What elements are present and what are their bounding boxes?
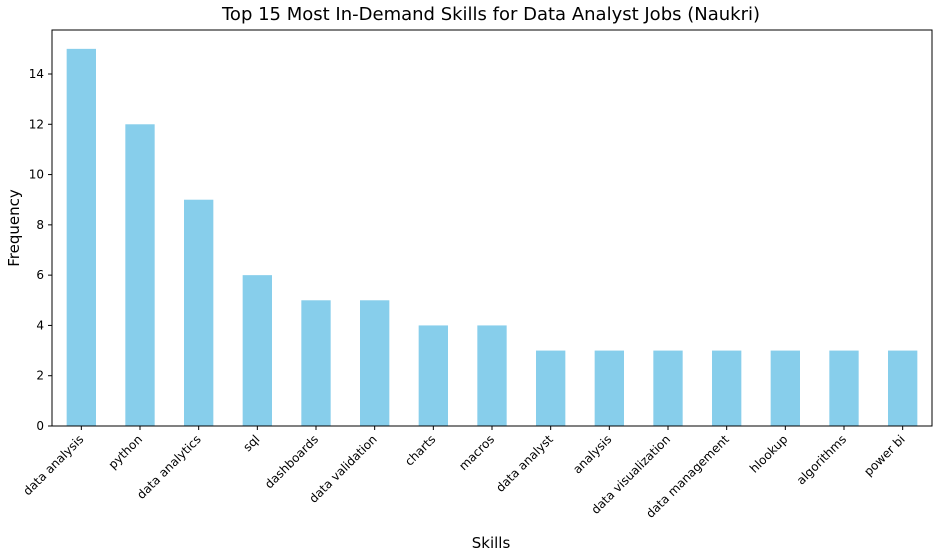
plot-frame [51,29,933,427]
y-tick-label: 8 [36,218,44,232]
x-tick-label: data analysis [20,432,86,498]
bar-charts [418,325,448,426]
y-axis-label: Frequency [5,189,23,267]
y-tick-label: 6 [36,268,44,282]
bar-hlookup [770,350,800,426]
bar-data-validation [360,300,390,426]
bar-data-analyst [536,350,566,426]
x-tick-label: analysis [570,432,614,476]
chart-title: Top 15 Most In-Demand Skills for Data An… [221,4,760,25]
y-tick-label: 4 [36,318,44,332]
bar-dashboards [301,300,331,426]
bar-data-analysis [66,48,96,426]
x-tick-label: charts [402,432,438,468]
y-tick-label: 10 [29,168,44,182]
x-tick-label: dashboards [262,432,321,491]
bar-python [125,124,155,427]
bar-macros [477,325,507,426]
bar-data-management [712,350,742,426]
y-tick-label: 14 [29,67,44,81]
y-axis-ticks: 0 2 4 6 8 10 12 14 [29,67,52,433]
x-tick-label: sql [240,432,262,454]
bar-analysis [594,350,624,426]
x-tick-label: macros [456,432,497,473]
y-tick-label: 12 [29,117,44,131]
x-tick-label: algorithms [794,432,849,487]
x-tick-label: data analytics [134,432,204,502]
bar-sql [242,275,272,426]
x-tick-label: python [106,432,146,472]
x-tick-label: data analyst [493,432,556,495]
bar-data-analytics [184,199,214,426]
bar-data-visualization [653,350,683,426]
y-tick-label: 2 [36,369,44,383]
x-tick-label: hlookup [747,432,790,475]
bar-algorithms [829,350,859,426]
bar-power-bi [888,350,918,426]
x-axis-label: Skills [472,534,511,552]
x-tick-label: power bi [861,432,908,479]
bars-group [66,48,918,427]
y-tick-label: 0 [36,419,44,433]
